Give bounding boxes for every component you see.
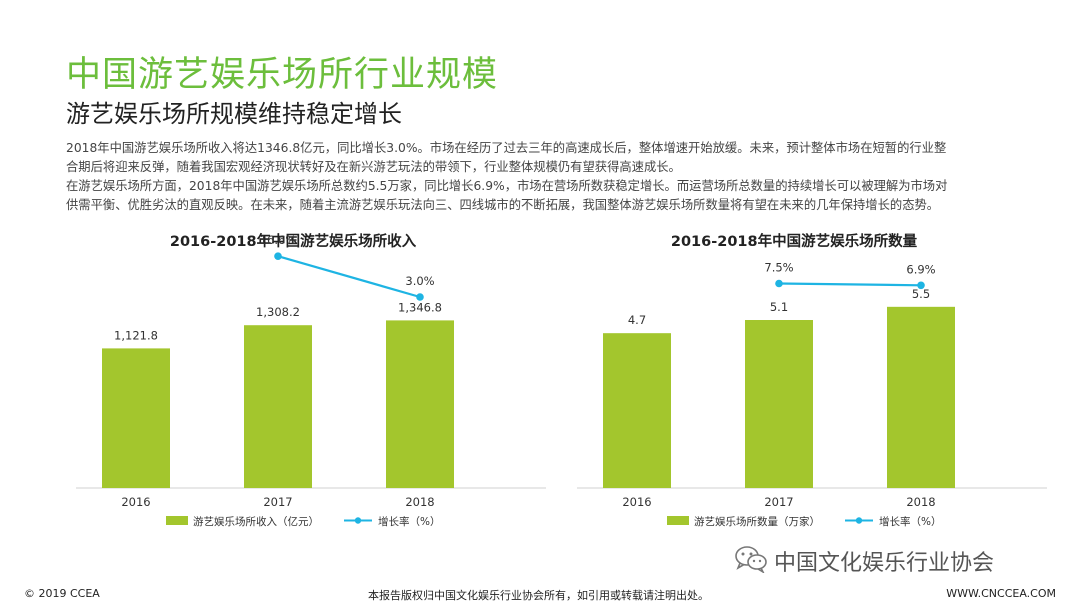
footer-copyright: © 2019 CCEA [24, 587, 100, 600]
footer-notice: 本报告版权归中国文化娱乐行业协会所有，如引用或转载请注明出处。 [368, 589, 709, 602]
chart-svg: 2016-2018年中国游艺娱乐场所数量 4.7 2016 5.1 2017 5.5 201… [577, 232, 1047, 528]
x-tick-label: 2017 [764, 495, 793, 509]
x-tick-label: 2016 [622, 495, 651, 509]
bar-value-label: 1,346.8 [398, 300, 442, 314]
x-tick-label: 2017 [263, 495, 292, 509]
watermark-text: 中国文化娱乐行业协会 [774, 551, 995, 576]
venue-count-chart: 2016-2018年中国游艺娱乐场所数量 4.7 2016 5.1 2017 5.5 201… [577, 224, 1047, 540]
bar [603, 333, 671, 488]
growth-label: 6.9% [906, 262, 935, 276]
bar-value-label: 1,121.8 [114, 328, 158, 342]
growth-point [274, 252, 282, 260]
growth-line [778, 282, 922, 287]
wechat-icon [734, 545, 768, 577]
revenue-chart: 2016-2018年中国游艺娱乐场所收入 1,121.8 2016 1,308.2 20… [76, 224, 546, 540]
legend-bar-swatch [166, 516, 188, 525]
page-title: 中国游艺娱乐场所行业规模 [66, 55, 499, 95]
bar-value-label: 1,308.2 [256, 305, 300, 319]
bar [887, 306, 955, 488]
wechat-watermark: 中国文化娱乐行业协会 [734, 546, 994, 576]
legend-bar-label: 游艺娱乐场所数量（万家） [694, 515, 820, 528]
growth-label: 16.6% [260, 233, 297, 247]
growth-label: 3.0% [405, 274, 434, 288]
footer-url[interactable]: WWW.CNCCEA.COM [946, 587, 1056, 600]
chart-title: 2016-2018年中国游艺娱乐场所数量 [671, 232, 918, 250]
bar [745, 320, 813, 488]
bar-value-label: 5.5 [912, 287, 930, 301]
legend-bar-swatch [667, 516, 689, 525]
bar [386, 320, 454, 488]
legend-bar-label: 游艺娱乐场所收入（亿元） [193, 515, 319, 528]
paragraph-venues: 在游艺娱乐场所方面，2018年中国游艺娱乐场所总数约5.5万家，同比增长6.9%… [66, 179, 948, 212]
growth-line [277, 255, 421, 299]
bar-value-label: 5.1 [770, 300, 788, 314]
chart-title: 2016-2018年中国游艺娱乐场所收入 [170, 232, 417, 250]
growth-point [775, 279, 783, 288]
legend-line-marker [855, 517, 863, 524]
x-tick-label: 2016 [121, 495, 150, 509]
paragraph-revenue: 2018年中国游艺娱乐场所收入将达1346.8亿元，同比增长3.0%。市场在经历… [66, 141, 947, 174]
x-tick-label: 2018 [405, 495, 434, 509]
legend-line-label: 增长率（%） [378, 515, 440, 528]
growth-point [917, 281, 925, 290]
bar [244, 325, 312, 488]
x-tick-label: 2018 [906, 495, 935, 509]
growth-point [416, 293, 424, 301]
legend-line-marker [354, 517, 362, 524]
chart-svg: 2016-2018年中国游艺娱乐场所收入 1,121.8 2016 1,308.2 20… [76, 232, 546, 528]
bar [102, 348, 170, 488]
bar-value-label: 4.7 [628, 313, 646, 327]
growth-label: 7.5% [764, 261, 793, 275]
page-subtitle: 游艺娱乐场所规模维持稳定增长 [66, 100, 402, 128]
legend-line-label: 增长率（%） [879, 515, 941, 528]
